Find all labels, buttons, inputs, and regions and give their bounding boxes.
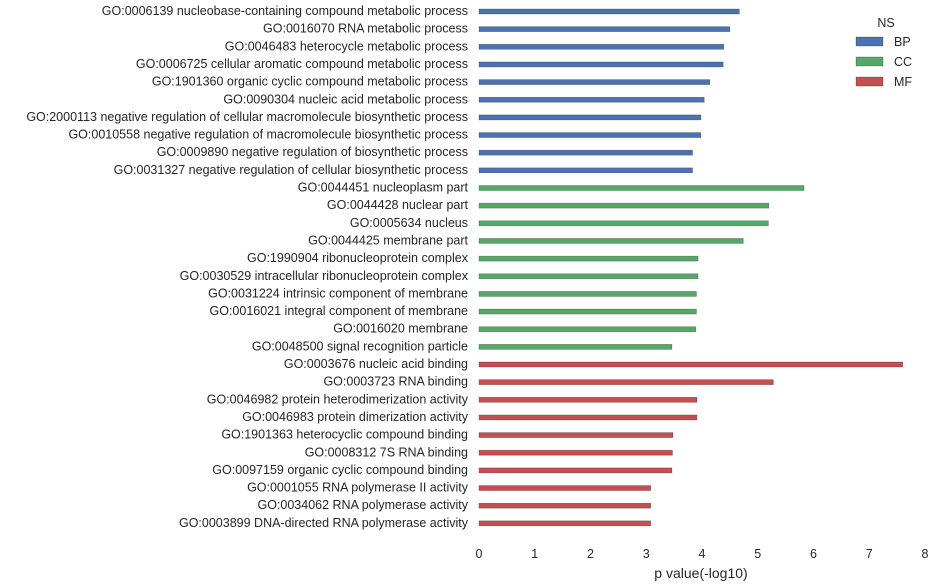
- category-label: GO:0044425 membrane part: [308, 233, 468, 247]
- category-label: GO:0003723 RNA binding: [323, 375, 468, 389]
- bar-cc-16: [478, 273, 699, 280]
- bar-bp-6: [478, 96, 705, 103]
- bar-bp-5: [478, 79, 711, 85]
- category-label: GO:0034062 RNA polymerase activity: [257, 498, 468, 512]
- bar-mf-25: [478, 432, 674, 438]
- category-label: GO:0031224 intrinsic component of membra…: [208, 286, 468, 300]
- bar-mf-30: [478, 520, 652, 527]
- bar-bp-1: [478, 8, 740, 15]
- category-label: GO:0003899 DNA-directed RNA polymerase a…: [179, 516, 469, 530]
- category-label: GO:1990904 ribonucleoprotein complex: [247, 251, 469, 265]
- category-label: GO:0097159 organic cyclic compound bindi…: [212, 463, 468, 477]
- legend-swatch-mf: [855, 76, 884, 87]
- x-tick-label: 7: [866, 547, 873, 561]
- legend-label-bp: BP: [894, 35, 911, 49]
- category-label: GO:1901360 organic cyclic compound metab…: [152, 75, 468, 89]
- bar-mf-28: [478, 485, 652, 491]
- bar-mf-27: [478, 467, 673, 474]
- category-labels: GO:0006139 nucleobase-containing compoun…: [26, 4, 468, 530]
- bar-bp-2: [478, 26, 731, 32]
- x-tick-label: 1: [531, 547, 538, 561]
- x-tick-label: 6: [810, 547, 817, 561]
- bar-bp-9: [478, 149, 693, 156]
- x-tick-label: 3: [643, 547, 650, 561]
- x-tick-label: 5: [754, 547, 761, 561]
- bar-cc-20: [478, 344, 673, 350]
- category-label: GO:0046983 protein dimerization activity: [242, 410, 469, 424]
- category-label: GO:0044451 nucleoplasm part: [298, 181, 469, 195]
- bar-bp-10: [478, 167, 693, 174]
- x-tick-label: 0: [476, 547, 483, 561]
- legend-swatch-cc: [855, 56, 884, 67]
- category-label: GO:0048500 signal recognition particle: [252, 339, 468, 353]
- bar-cc-19: [478, 326, 697, 333]
- category-label: GO:0008312 7S RNA binding: [305, 445, 468, 459]
- bar-mf-23: [478, 396, 698, 403]
- legend-swatch-bp: [855, 36, 884, 47]
- bar-mf-24: [478, 414, 698, 421]
- category-label: GO:1901363 heterocyclic compound binding: [221, 428, 468, 442]
- bar-bp-4: [478, 61, 724, 68]
- category-label: GO:0003676 nucleic acid binding: [284, 357, 468, 371]
- x-axis-ticks: 0 1 2 3 4 5 6 7 8: [476, 547, 929, 561]
- category-label: GO:0006139 nucleobase-containing compoun…: [102, 4, 468, 18]
- bar-cc-14: [478, 238, 744, 244]
- bar-cc-13: [478, 220, 769, 227]
- legend: NS BP CC MF: [855, 16, 912, 89]
- category-label: GO:0016070 RNA metabolic process: [263, 22, 468, 36]
- category-label: GO:2000113 negative regulation of cellul…: [26, 110, 468, 124]
- legend-title: NS: [877, 16, 894, 30]
- bar-mf-21: [478, 361, 904, 368]
- x-axis-title: p value(-log10): [654, 565, 747, 581]
- x-tick-label: 2: [587, 547, 594, 561]
- category-label: GO:0016020 membrane: [333, 322, 468, 336]
- legend-label-mf: MF: [894, 75, 912, 89]
- bar-cc-18: [478, 308, 697, 315]
- category-label: GO:0010558 negative regulation of macrom…: [68, 128, 468, 142]
- category-label: GO:0046982 protein heterodimerization ac…: [207, 392, 469, 406]
- bar-cc-15: [478, 255, 699, 262]
- bar-cc-17: [478, 291, 697, 297]
- category-label: GO:0090304 nucleic acid metabolic proces…: [223, 92, 468, 106]
- x-tick-label: 4: [699, 547, 706, 561]
- bar-bp-8: [478, 132, 702, 138]
- bar-series: [478, 8, 904, 527]
- legend-label-cc: CC: [894, 55, 912, 69]
- category-label: GO:0005634 nucleus: [350, 216, 468, 230]
- category-label: GO:0030529 intracellular ribonucleoprote…: [180, 269, 469, 283]
- bar-bp-3: [478, 43, 725, 50]
- category-label: GO:0006725 cellular aromatic compound me…: [136, 57, 468, 71]
- category-label: GO:0009890 negative regulation of biosyn…: [157, 145, 468, 159]
- x-tick-label: 8: [922, 547, 929, 561]
- category-label: GO:0031327 negative regulation of cellul…: [114, 163, 468, 177]
- bar-mf-26: [478, 449, 673, 456]
- bar-mf-29: [478, 502, 652, 509]
- bar-mf-22: [478, 379, 774, 385]
- bar-cc-12: [478, 202, 770, 209]
- bar-cc-11: [478, 185, 805, 191]
- category-label: GO:0046483 heterocycle metabolic process: [225, 39, 468, 53]
- bar-bp-7: [478, 114, 702, 121]
- category-label: GO:0044428 nuclear part: [327, 198, 469, 212]
- category-label: GO:0016021 integral component of membran…: [210, 304, 469, 318]
- category-label: GO:0001055 RNA polymerase II activity: [247, 481, 469, 495]
